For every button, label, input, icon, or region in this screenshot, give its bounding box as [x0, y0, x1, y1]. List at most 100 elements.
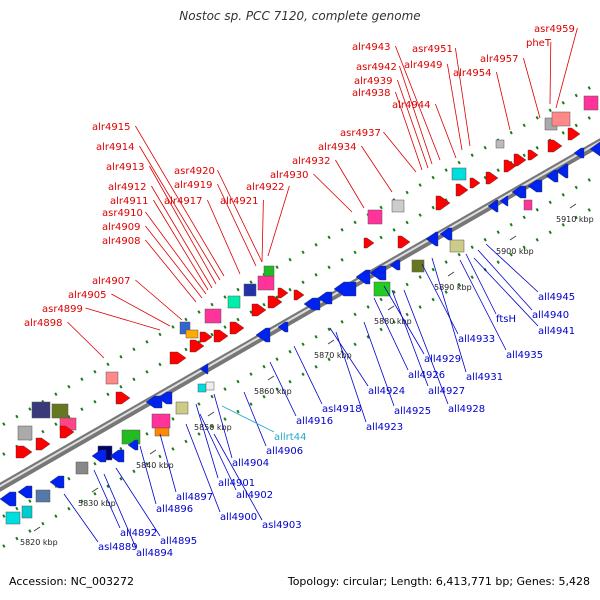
reverse-gene-arrow[interactable]	[277, 321, 289, 333]
gene-label-all4928[interactable]: all4928	[448, 404, 485, 415]
reverse-gene-arrow[interactable]	[255, 327, 271, 343]
forward-gene-arrow[interactable]	[469, 177, 481, 189]
gene-label-all4900[interactable]: all4900	[220, 512, 257, 523]
reverse-gene-arrow[interactable]	[0, 491, 17, 507]
gene-label-all4929[interactable]: all4929	[424, 354, 461, 365]
forward-gene-arrow[interactable]	[363, 237, 375, 249]
gene-label-all4935[interactable]: all4935	[506, 350, 543, 361]
gene-label-ftsH[interactable]: ftsH	[496, 314, 516, 325]
gene-box[interactable]	[31, 401, 51, 419]
gene-label-pheT[interactable]: pheT	[526, 38, 552, 49]
forward-gene-arrow[interactable]	[513, 153, 527, 167]
reverse-gene-arrow[interactable]	[303, 297, 321, 311]
forward-gene-arrow[interactable]	[115, 391, 131, 405]
reverse-gene-arrow[interactable]	[127, 439, 139, 451]
reverse-gene-arrow[interactable]	[545, 169, 559, 183]
gene-box[interactable]	[373, 281, 391, 297]
forward-gene-arrow[interactable]	[455, 183, 469, 197]
gene-box[interactable]	[204, 308, 222, 324]
gene-box[interactable]	[263, 265, 275, 277]
gene-box[interactable]	[551, 111, 571, 127]
reverse-gene-arrow[interactable]	[109, 449, 125, 463]
gene-box[interactable]	[367, 209, 383, 225]
gene-box[interactable]	[151, 413, 171, 429]
gene-label-alr4932[interactable]: alr4932	[292, 156, 330, 167]
gene-label-all4925[interactable]: all4925	[394, 406, 431, 417]
gene-label-all4897[interactable]: all4897	[176, 492, 213, 503]
gene-label-all4945[interactable]: all4945	[538, 292, 575, 303]
gene-label-all4902[interactable]: all4902	[236, 490, 273, 501]
gene-label-all4940[interactable]: all4940	[532, 310, 569, 321]
gene-label-alr4944[interactable]: alr4944	[392, 100, 430, 111]
gene-label-all4904[interactable]: all4904	[232, 458, 269, 469]
reverse-gene-arrow[interactable]	[333, 281, 357, 297]
gene-label-all4924[interactable]: all4924	[368, 386, 405, 397]
gene-label-alr4909[interactable]: alr4909	[102, 222, 140, 233]
gene-label-all4906[interactable]: all4906	[266, 446, 303, 457]
forward-gene-arrow[interactable]	[435, 195, 451, 211]
gene-label-alr4934[interactable]: alr4934	[318, 142, 356, 153]
gene-label-alr4912[interactable]: alr4912	[108, 182, 146, 193]
gene-box[interactable]	[205, 381, 215, 391]
gene-label-all4892[interactable]: all4892	[120, 528, 157, 539]
reverse-gene-arrow[interactable]	[527, 179, 543, 193]
gene-label-asr4942[interactable]: asr4942	[356, 62, 397, 73]
gene-label-asr4910[interactable]: asr4910	[102, 208, 143, 219]
forward-gene-arrow[interactable]	[293, 289, 305, 301]
forward-gene-arrow[interactable]	[485, 171, 499, 185]
gene-label-all4901[interactable]: all4901	[218, 478, 255, 489]
gene-label-asl4918[interactable]: asl4918	[322, 404, 362, 415]
gene-label-asr4937[interactable]: asr4937	[340, 128, 381, 139]
gene-box[interactable]	[75, 461, 89, 475]
gene-label-alr4939[interactable]: alr4939	[354, 76, 392, 87]
reverse-gene-arrow[interactable]	[157, 391, 173, 405]
gene-box[interactable]	[35, 489, 51, 503]
reverse-gene-arrow[interactable]	[487, 199, 499, 213]
forward-gene-arrow[interactable]	[169, 351, 187, 365]
gene-label-alr4949[interactable]: alr4949	[404, 60, 442, 71]
reverse-gene-arrow[interactable]	[17, 485, 33, 499]
reverse-gene-arrow[interactable]	[511, 185, 527, 199]
reverse-gene-arrow[interactable]	[439, 227, 453, 241]
gene-box[interactable]	[583, 95, 599, 111]
gene-box[interactable]	[179, 321, 191, 335]
reverse-gene-arrow[interactable]	[49, 475, 65, 489]
gene-box[interactable]	[154, 427, 170, 437]
reverse-gene-arrow[interactable]	[91, 449, 107, 463]
reverse-gene-arrow[interactable]	[369, 265, 387, 281]
forward-gene-arrow[interactable]	[251, 303, 267, 317]
gene-label-alr4957[interactable]: alr4957	[480, 54, 518, 65]
gene-label-alr4911[interactable]: alr4911	[110, 196, 148, 207]
forward-gene-arrow[interactable]	[567, 127, 581, 141]
forward-gene-arrow[interactable]	[15, 445, 33, 459]
gene-label-alr4913[interactable]: alr4913	[106, 162, 144, 173]
gene-label-alr4930[interactable]: alr4930	[270, 170, 308, 181]
forward-gene-arrow[interactable]	[59, 425, 75, 439]
gene-label-all4923[interactable]: all4923	[366, 422, 403, 433]
gene-label-asr4920[interactable]: asr4920	[174, 166, 215, 177]
gene-label-alr4905[interactable]: alr4905	[68, 290, 106, 301]
gene-label-alr4898[interactable]: alr4898	[24, 318, 62, 329]
gene-label-alr4914[interactable]: alr4914	[96, 142, 134, 153]
gene-label-all4926[interactable]: all4926	[408, 370, 445, 381]
gene-label-all4927[interactable]: all4927	[428, 386, 465, 397]
forward-gene-arrow[interactable]	[213, 329, 229, 343]
gene-box[interactable]	[451, 167, 467, 181]
gene-box[interactable]	[243, 283, 257, 297]
gene-label-alr4908[interactable]: alr4908	[102, 236, 140, 247]
gene-box[interactable]	[105, 371, 119, 385]
gene-box[interactable]	[411, 259, 425, 273]
forward-gene-arrow[interactable]	[503, 159, 517, 173]
reverse-gene-arrow[interactable]	[499, 195, 509, 207]
reverse-gene-arrow[interactable]	[317, 291, 333, 305]
gene-label-asr4951[interactable]: asr4951	[412, 44, 453, 55]
gene-label-all4933[interactable]: all4933	[458, 334, 495, 345]
gene-box[interactable]	[391, 199, 405, 213]
gene-label-asl4903[interactable]: asl4903	[262, 520, 302, 531]
gene-box[interactable]	[523, 199, 533, 211]
forward-gene-arrow[interactable]	[35, 437, 51, 451]
gene-label-alr4954[interactable]: alr4954	[453, 68, 491, 79]
reverse-gene-arrow[interactable]	[425, 231, 439, 247]
gene-label-asr4899[interactable]: asr4899	[42, 304, 83, 315]
gene-label-all4895[interactable]: all4895	[160, 536, 197, 547]
